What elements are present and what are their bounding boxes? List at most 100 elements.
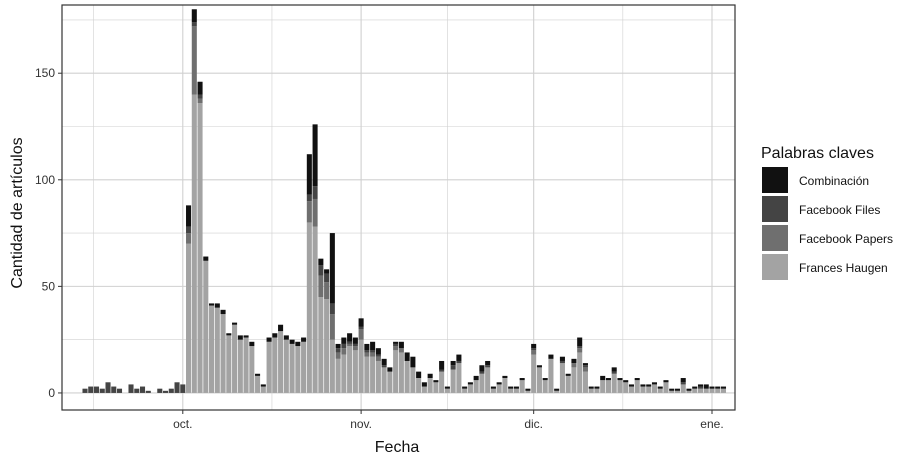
bar-segment [226,333,232,336]
bar-segment [364,352,370,357]
bar-segment [289,339,295,344]
bar-segment [513,388,519,393]
bar-segment [600,375,606,381]
x-tick-label: dic. [524,417,543,431]
bar-segment [220,309,226,315]
bar-segment [410,356,416,368]
bar-segment [370,341,376,351]
bar-segment [674,388,681,391]
bar-segment [565,375,571,393]
bar-segment [416,378,422,393]
bar-segment [479,373,485,393]
bar-segment [191,94,197,393]
bar-segment [370,350,376,353]
bar-segment [352,337,358,344]
bar-segment [582,371,588,393]
x-axis-title: Fecha [375,439,420,456]
plot-panel-border [61,4,736,411]
bar-segment [191,22,197,27]
y-tick-label: 150 [35,66,55,80]
bar-segment [209,305,215,393]
bar-segment [720,386,727,389]
bar-segment [232,322,238,325]
bar-segment [214,303,220,308]
bar-segment [347,343,353,347]
bar-segment [444,388,450,393]
legend-swatch [762,254,788,280]
bar-segment [381,358,387,366]
bar-segment [318,258,324,266]
bar-segment [393,346,399,351]
bar-segment [502,378,508,393]
bar-segment [375,354,381,357]
legend-swatch [762,196,788,222]
bar-segment [611,371,617,374]
bar-segment [306,201,312,223]
bar-segment [663,380,669,383]
bar-segment [134,388,140,393]
bar-segment [278,331,284,393]
bar-segment [623,380,629,383]
bar-segment [375,348,381,355]
bar-segment [697,386,704,389]
bar-segment [214,307,220,393]
legend-label: Facebook Files [799,203,880,217]
y-tick-label: 0 [48,386,55,400]
bar-segment [324,282,330,300]
bar-segment [232,324,238,393]
bar-segment [197,94,203,99]
bar-segment [393,350,399,393]
y-tick-label: 50 [42,279,56,293]
bar-segment [674,390,681,393]
bar-segment [640,386,646,393]
bar-segment [554,388,560,391]
bar-segment [582,365,588,368]
bar-segment [306,154,312,195]
legend-swatch [762,225,788,251]
bar-segment [703,388,709,393]
bar-segment [260,384,266,387]
bar-segment [617,380,623,393]
bar-segment [318,265,324,276]
grid-lines [62,5,735,410]
bar-segment [255,373,261,376]
bar-segment [226,335,232,393]
bar-segment [531,343,537,349]
bar-segment [669,388,675,391]
bar-segment [473,375,479,381]
bar-segment [720,388,727,393]
bar-segment [341,354,347,393]
bar-segment [715,388,721,393]
bar-segment [605,378,611,381]
bar-segment [163,390,169,393]
bar-segment [128,384,134,393]
bar-segment [266,341,272,393]
bar-segment [669,390,675,393]
bar-segment [335,343,341,349]
bar-segment [559,363,565,393]
bar-segment [358,326,364,329]
bar-segment [628,386,634,393]
bar-segment [295,341,301,347]
bar-segment [335,348,341,353]
bar-segment [577,346,583,349]
bar-segment [686,388,692,391]
bar-segment [680,378,686,383]
legend: Palabras claves Combinación Facebook File… [761,145,893,280]
bar-segment [439,369,445,372]
bar-segment [404,360,410,393]
bar-segment [490,388,496,393]
bar-segment [174,382,180,393]
bar-segment [82,388,88,393]
bar-segment [393,343,399,347]
bar-segment [186,243,192,393]
bar-segment [709,386,715,389]
x-axis: oct. nov. dic. ene. [173,410,724,431]
bar-segment [404,352,410,361]
bar-segment [237,339,243,393]
legend-title: Palabras claves [761,145,874,162]
bar-segment [456,360,462,364]
bar-segment [186,205,192,227]
bar-segment [467,382,473,385]
bar-segment [588,386,594,389]
